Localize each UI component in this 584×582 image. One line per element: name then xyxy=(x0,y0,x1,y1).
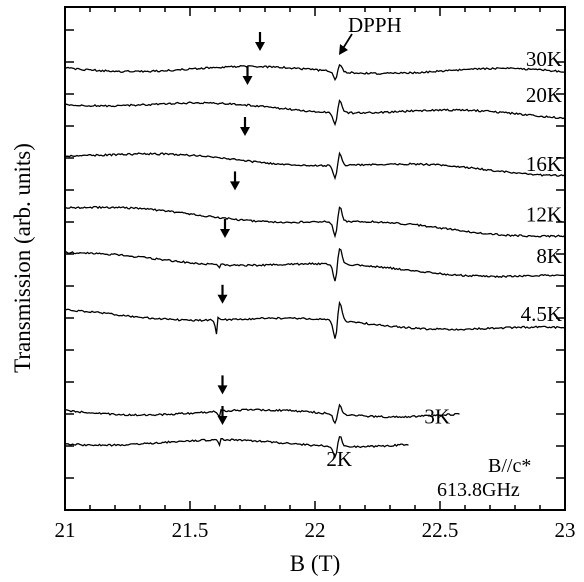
y-axis-title: Transmission (arb. units) xyxy=(10,143,35,373)
series-line-20K xyxy=(64,99,565,127)
series-line-4.5K xyxy=(64,300,565,339)
resonance-arrow-12K xyxy=(230,171,240,191)
dpph-arrowhead xyxy=(339,44,348,55)
frequency-label: 613.8GHz xyxy=(437,479,520,501)
curves-layer xyxy=(64,63,565,459)
curve-label-4.5K: 4.5K xyxy=(521,302,562,326)
resonance-arrow-3K xyxy=(217,375,228,395)
curve-labels-layer: 30K 20K 16K 12K 8K 4.5K 3K 2K xyxy=(326,47,562,471)
dpph-label: DPPH xyxy=(348,13,402,37)
series-line-30K xyxy=(64,63,565,82)
series-line-8K xyxy=(64,247,565,282)
x-tick-label-22.5: 22.5 xyxy=(422,518,459,542)
resonance-arrow-20K xyxy=(242,66,253,85)
x-axis-title: B (T) xyxy=(290,551,340,576)
curve-label-8K: 8K xyxy=(536,244,562,268)
curve-label-16K: 16K xyxy=(526,152,562,176)
y-axis-ticks xyxy=(65,29,565,479)
arrows-layer xyxy=(217,32,265,425)
curve-label-30K: 30K xyxy=(526,47,562,71)
resonance-arrow-30K xyxy=(255,32,265,51)
field-direction-label: B//c* xyxy=(488,455,531,477)
curve-label-2K: 2K xyxy=(326,447,352,471)
resonance-arrow-8K xyxy=(220,219,230,238)
curve-label-3K: 3K xyxy=(424,404,450,428)
x-axis-ticks: 21 21.5 22 22.5 23 xyxy=(55,7,576,542)
plot-frame xyxy=(64,6,566,511)
series-line-3K xyxy=(64,403,460,425)
x-tick-label-21.5: 21.5 xyxy=(172,518,209,542)
x-tick-label-22: 22 xyxy=(305,518,326,542)
curve-label-12K: 12K xyxy=(526,202,562,226)
resonance-arrow-16K xyxy=(240,117,250,136)
x-tick-label-23: 23 xyxy=(555,518,576,542)
x-tick-label-21: 21 xyxy=(55,518,76,542)
resonance-arrow-2K xyxy=(217,406,228,425)
series-line-16K xyxy=(64,151,565,181)
curve-label-20K: 20K xyxy=(526,83,562,107)
series-line-12K xyxy=(64,205,565,239)
series-line-2K xyxy=(64,435,409,459)
resonance-arrow-4.5K xyxy=(217,284,228,304)
